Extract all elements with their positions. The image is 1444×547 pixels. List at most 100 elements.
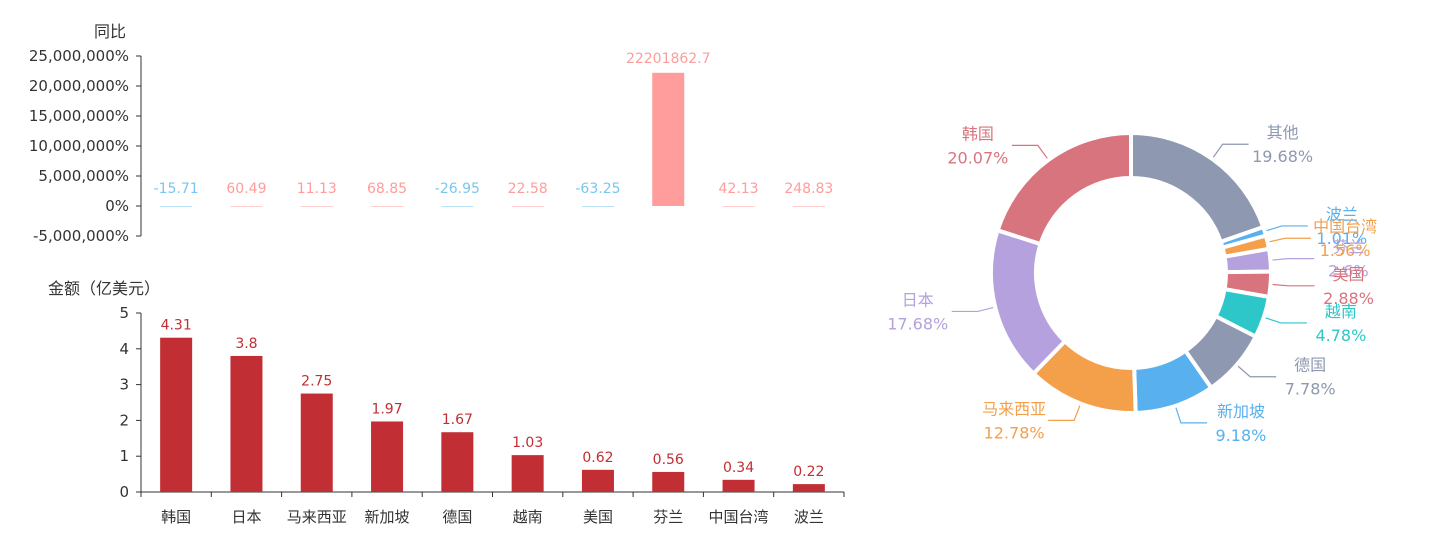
donut-slice xyxy=(989,227,1068,377)
yoy-bar xyxy=(230,205,263,207)
donut-label-name: 新加坡 xyxy=(1217,402,1265,421)
donut-label-percent: 7.78% xyxy=(1285,380,1336,399)
donut-label-percent: 4.78% xyxy=(1315,326,1366,345)
donut-leader-line xyxy=(1237,365,1277,378)
amount-bar xyxy=(371,421,404,492)
yoy-bar xyxy=(441,206,474,207)
donut-label-percent: 9.18% xyxy=(1216,426,1267,445)
amount-bar xyxy=(652,471,685,492)
amount-x-tick-label: 日本 xyxy=(231,508,261,526)
amount-data-label: 0.56 xyxy=(653,452,684,468)
donut-slice xyxy=(1129,130,1266,245)
donut-label-name: 韩国 xyxy=(962,124,994,143)
donut-label-percent: 2.6% xyxy=(1328,262,1369,281)
yoy-y-tick-label: 10,000,000% xyxy=(29,137,129,155)
yoy-y-tick-label: 0% xyxy=(105,197,129,215)
donut-label-percent: 1.56% xyxy=(1320,241,1371,260)
donut-label-name: 波兰 xyxy=(1326,205,1358,224)
amount-x-tick-label: 韩国 xyxy=(161,508,191,526)
amount-bar xyxy=(722,479,755,492)
amount-data-label: 1.67 xyxy=(442,412,473,428)
donut-label-name: 其他 xyxy=(1267,123,1299,142)
yoy-bar xyxy=(371,205,404,207)
yoy-data-label: 68.85 xyxy=(367,181,407,197)
donut-leader-line xyxy=(1269,237,1312,243)
yoy-bar xyxy=(511,205,544,207)
yoy-data-label: 248.83 xyxy=(784,181,833,197)
donut-slice xyxy=(995,130,1133,247)
amount-x-tick-label: 马来西亚 xyxy=(287,508,347,526)
amount-data-label: 0.62 xyxy=(582,450,613,466)
amount-x-tick-label: 越南 xyxy=(513,508,543,526)
yoy-bar xyxy=(300,205,333,207)
yoy-data-label: -15.71 xyxy=(154,181,199,197)
amount-data-label: 0.22 xyxy=(793,464,824,480)
donut-label-name: 马来西亚 xyxy=(982,399,1046,418)
amount-bar xyxy=(160,337,193,492)
yoy-axis-title: 同比 xyxy=(94,22,126,41)
donut-label-percent: 19.68% xyxy=(1252,147,1313,166)
amount-data-label: 4.31 xyxy=(161,318,192,334)
yoy-bar xyxy=(722,205,755,207)
yoy-bar xyxy=(160,206,193,207)
amount-bar xyxy=(792,484,825,492)
donut-leader-line xyxy=(1011,144,1048,159)
donut-label-name: 芬兰 xyxy=(1332,238,1364,257)
amount-bar xyxy=(300,393,333,492)
donut-leader-line xyxy=(951,306,994,313)
amount-axis-title: 金额（亿美元） xyxy=(48,279,160,298)
donut-label-name: 日本 xyxy=(902,290,934,309)
amount-bar xyxy=(581,469,614,492)
donut-label-percent: 12.78% xyxy=(984,423,1045,442)
yoy-data-label: -26.95 xyxy=(435,181,480,197)
donut-label-percent: 20.07% xyxy=(947,148,1008,167)
amount-x-tick-label: 芬兰 xyxy=(653,508,683,526)
amount-y-tick-label: 1 xyxy=(119,447,129,465)
donut-label-percent: 17.68% xyxy=(887,314,948,333)
donut-leader-line xyxy=(1265,317,1307,324)
amount-x-tick-label: 美国 xyxy=(583,508,613,526)
yoy-y-tick-label: 15,000,000% xyxy=(29,107,129,125)
donut-leader-line xyxy=(1048,405,1081,422)
amount-y-tick-label: 2 xyxy=(119,411,129,429)
donut-leader-line xyxy=(1175,407,1207,424)
amount-y-tick-label: 5 xyxy=(119,304,129,322)
donut-leader-line xyxy=(1266,225,1308,232)
yoy-bar xyxy=(652,72,685,207)
amount-data-label: 0.34 xyxy=(723,460,754,476)
yoy-data-label: 42.13 xyxy=(719,181,759,197)
yoy-data-label: 22.58 xyxy=(508,181,548,197)
yoy-y-tick-label: 25,000,000% xyxy=(29,47,129,65)
amount-y-tick-label: 3 xyxy=(119,376,129,394)
donut-label-percent: 2.88% xyxy=(1323,289,1374,308)
amount-x-tick-label: 新加坡 xyxy=(365,508,410,526)
amount-data-label: 1.03 xyxy=(512,435,543,451)
yoy-data-label: 22201862.7 xyxy=(626,51,711,67)
amount-x-tick-label: 中国台湾 xyxy=(709,508,769,526)
donut-label-name: 越南 xyxy=(1325,302,1357,321)
donut-leader-line xyxy=(1212,143,1249,158)
yoy-y-tick-label: 20,000,000% xyxy=(29,77,129,95)
yoy-data-label: -63.25 xyxy=(575,181,620,197)
amount-x-tick-label: 波兰 xyxy=(794,508,824,526)
amount-bar xyxy=(230,355,263,492)
yoy-y-tick-label: -5,000,000% xyxy=(33,227,129,245)
donut-leader-line xyxy=(1272,258,1315,261)
amount-x-tick-label: 德国 xyxy=(442,508,472,526)
donut-label-name: 美国 xyxy=(1332,265,1364,284)
donut-leader-line xyxy=(1272,283,1315,287)
amount-data-label: 3.8 xyxy=(235,336,257,352)
yoy-y-tick-label: 5,000,000% xyxy=(38,167,129,185)
yoy-data-label: 11.13 xyxy=(297,181,337,197)
amount-y-tick-label: 0 xyxy=(119,483,129,501)
donut-label-name: 中国台湾 xyxy=(1313,217,1377,236)
yoy-bar xyxy=(581,206,614,207)
amount-bar xyxy=(511,455,544,492)
yoy-bar xyxy=(792,205,825,207)
amount-y-tick-label: 4 xyxy=(119,340,129,358)
amount-data-label: 1.97 xyxy=(371,401,402,417)
donut-label-name: 德国 xyxy=(1294,356,1326,375)
amount-data-label: 2.75 xyxy=(301,374,332,390)
